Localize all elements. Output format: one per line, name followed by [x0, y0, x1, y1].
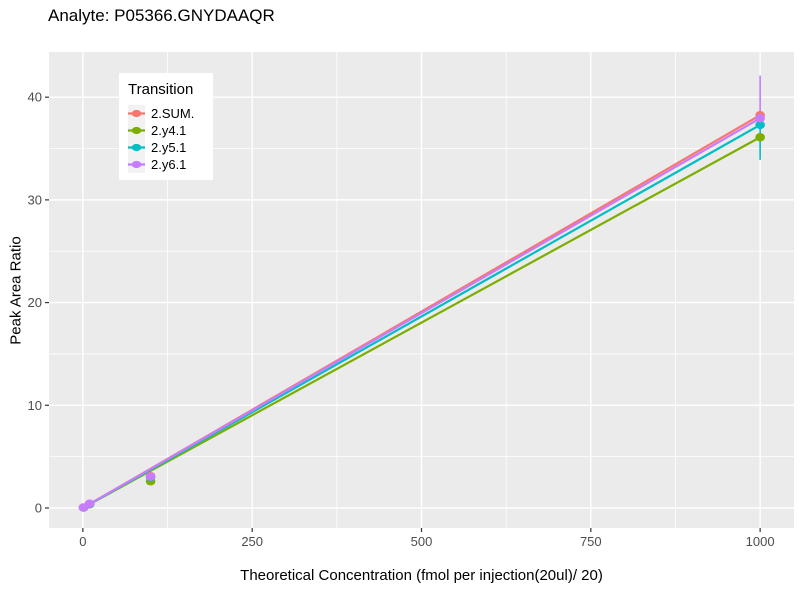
series-line [82, 117, 762, 509]
legend-item: 2.y5.1 [128, 139, 213, 156]
y-axis-title: Peak Area Ratio [7, 236, 25, 345]
legend-key-swatch [128, 122, 145, 139]
legend-item: 2.y4.1 [128, 122, 213, 139]
x-tick-label: 1000 [746, 534, 775, 549]
legend-item-label: 2.y6.1 [151, 157, 187, 172]
y-tick-label: 0 [35, 500, 42, 515]
y-tick-label: 20 [28, 295, 42, 310]
x-tick-label: 0 [79, 534, 86, 549]
legend-item-label: 2.SUM. [151, 106, 195, 121]
series-line [82, 136, 762, 509]
legend-title: Transition [128, 81, 194, 98]
x-tick-label: 750 [580, 534, 602, 549]
data-point [755, 114, 765, 123]
legend: Transition 2.SUM. 2.y4.1 2.y5.1 2.y6.1 [119, 73, 213, 180]
data-point [84, 499, 95, 508]
legend-items: 2.SUM. 2.y4.1 2.y5.1 2.y6.1 [128, 105, 213, 173]
y-tick-label: 10 [28, 398, 42, 413]
y-tick-label: 40 [28, 90, 42, 105]
legend-item: 2.SUM. [128, 105, 213, 122]
data-point [755, 120, 765, 130]
data-point [755, 133, 765, 142]
chart-title: Analyte: P05366.GNYDAAQR [48, 6, 275, 25]
x-axis-title: Theoretical Concentration (fmol per inje… [240, 567, 603, 584]
x-tick-label: 250 [241, 534, 263, 549]
y-tick-label: 30 [28, 192, 42, 207]
legend-key-swatch [128, 139, 145, 156]
legend-item-label: 2.y4.1 [151, 123, 187, 138]
data-point [145, 472, 156, 481]
legend-key-swatch [128, 105, 145, 122]
legend-item: 2.y6.1 [128, 156, 213, 173]
x-tick-label: 500 [411, 534, 433, 549]
legend-key-swatch [128, 156, 145, 173]
legend-item-label: 2.y5.1 [151, 140, 187, 155]
